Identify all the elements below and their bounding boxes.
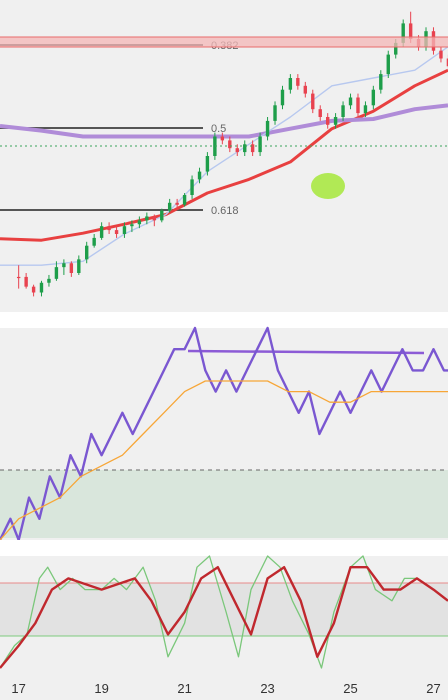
- rsi-trendline: [187, 349, 425, 355]
- price-panel-background: [0, 0, 448, 312]
- candle-body-52: [408, 23, 413, 39]
- candle-body-43: [341, 105, 345, 117]
- highlight-marker: [311, 173, 345, 199]
- candle-body-17: [145, 216, 149, 221]
- candle-body-49: [386, 54, 390, 75]
- panel-separator-2: [0, 540, 448, 556]
- x-tick-label-23: 23: [260, 681, 274, 696]
- candle-body-16: [137, 220, 142, 225]
- candle-body-35: [280, 89, 285, 106]
- rsi-panel[interactable]: [0, 326, 448, 542]
- x-tick-label-21: 21: [177, 681, 191, 696]
- candle-body-4: [47, 278, 51, 283]
- candle-body-57: [446, 58, 448, 67]
- x-tick-label-19: 19: [94, 681, 108, 696]
- rsi-oversold-zone: [0, 470, 448, 538]
- candle-body-33: [265, 120, 270, 137]
- resistance-band: [0, 37, 448, 47]
- candle-body-46: [363, 105, 368, 114]
- candle-body-2: [31, 286, 36, 293]
- candle-body-44: [348, 97, 353, 106]
- candle-body-47: [371, 89, 376, 106]
- candle-body-9: [84, 245, 89, 260]
- candle-body-38: [303, 85, 308, 94]
- candle-body-6: [62, 263, 66, 268]
- stoch-series-0: [0, 555, 448, 669]
- candle-body-50: [394, 42, 398, 55]
- candle-body-27: [220, 136, 225, 141]
- candle-body-7: [69, 263, 74, 273]
- candle-body-24: [197, 171, 202, 180]
- candle-body-22: [182, 195, 187, 205]
- candle-body-51: [401, 23, 405, 43]
- stochastic-panel[interactable]: [0, 555, 448, 669]
- candle-body-21: [175, 202, 179, 205]
- candlesticks: [16, 11, 448, 297]
- candle-body-5: [54, 267, 59, 279]
- candle-body-25: [205, 156, 210, 172]
- candle-body-41: [326, 117, 330, 125]
- candle-body-39: [311, 93, 315, 110]
- moving-average-1: [0, 103, 448, 139]
- candle-body-31: [250, 144, 255, 153]
- candle-body-45: [356, 97, 360, 114]
- candle-body-15: [130, 224, 134, 227]
- candle-body-10: [92, 237, 96, 246]
- x-axis: 17 19 21 23 25 27: [11, 681, 440, 696]
- fib-label-0.618: 0.618: [211, 205, 239, 217]
- candle-body-28: [228, 140, 232, 149]
- candle-body-56: [439, 50, 443, 59]
- candle-body-20: [167, 202, 172, 211]
- rsi-lines: [0, 326, 448, 542]
- candle-body-36: [288, 78, 293, 90]
- candle-body-13: [114, 230, 119, 234]
- candle-body-29: [235, 148, 239, 153]
- candle-body-14: [122, 226, 127, 234]
- candle-body-23: [190, 179, 194, 195]
- candle-body-37: [296, 78, 300, 86]
- rsi-series-0: [0, 326, 448, 542]
- candle-body-26: [213, 136, 217, 156]
- x-tick-label-25: 25: [343, 681, 357, 696]
- x-tick-label-27: 27: [426, 681, 440, 696]
- candle-body-3: [39, 282, 44, 293]
- candle-body-1: [24, 276, 28, 287]
- candle-body-8: [77, 259, 81, 273]
- price-panel[interactable]: 0.3820.50.618: [0, 0, 448, 312]
- candle-body-19: [160, 210, 164, 221]
- candle-body-11: [99, 226, 104, 238]
- moving-average-0: [0, 68, 448, 242]
- panel-separator: [0, 312, 448, 328]
- candle-body-34: [273, 105, 277, 121]
- candle-body-18: [152, 216, 157, 221]
- candle-body-0: [16, 276, 21, 279]
- candle-body-42: [333, 117, 338, 125]
- stoch-series-1: [0, 566, 448, 669]
- candle-body-48: [379, 74, 383, 90]
- candle-body-40: [318, 109, 322, 117]
- stoch-band: [0, 583, 448, 636]
- fib-label-0.5: 0.5: [211, 123, 226, 135]
- stochastic-lines: [0, 555, 448, 669]
- candle-body-30: [243, 144, 247, 153]
- candle-body-12: [107, 226, 111, 231]
- x-tick-label-17: 17: [11, 681, 25, 696]
- price-overlays: [0, 36, 448, 199]
- candle-body-32: [258, 136, 262, 153]
- rsi-series-1: [0, 380, 448, 541]
